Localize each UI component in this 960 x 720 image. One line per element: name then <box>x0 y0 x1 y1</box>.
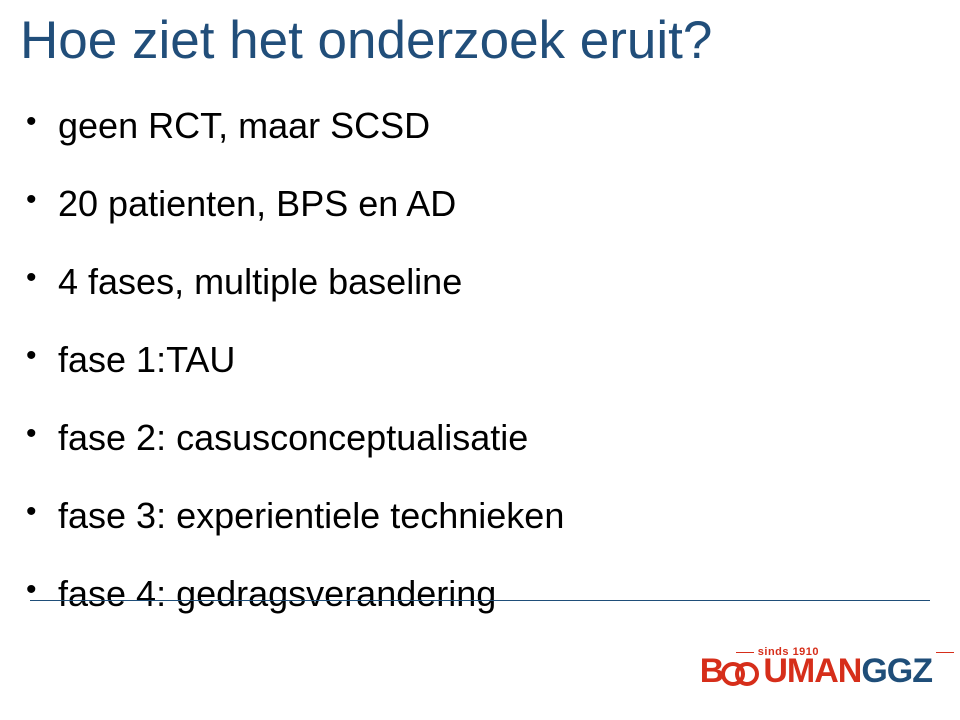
logo-rings-icon <box>721 656 765 690</box>
bullet-item: fase 2: casusconceptualisatie <box>20 417 564 459</box>
bullet-item: 4 fases, multiple baseline <box>20 261 564 303</box>
bullet-item: 20 patienten, BPS en AD <box>20 183 564 225</box>
brand-logo: sinds 1910 BUMANGGZ <box>700 646 932 690</box>
bullet-list: geen RCT, maar SCSD 20 patienten, BPS en… <box>20 105 564 651</box>
bullet-item: geen RCT, maar SCSD <box>20 105 564 147</box>
slide: Hoe ziet het onderzoek eruit? geen RCT, … <box>0 0 960 720</box>
bullet-item: fase 4: gedragsverandering <box>20 573 564 615</box>
divider-line <box>30 600 930 601</box>
logo-wordmark: BUMANGGZ <box>700 654 932 690</box>
logo-letter-b: B <box>700 652 724 690</box>
bullet-item: fase 3: experientiele technieken <box>20 495 564 537</box>
slide-title: Hoe ziet het onderzoek eruit? <box>20 10 712 71</box>
bullet-item: fase 1:TAU <box>20 339 564 381</box>
logo-tagline: sinds 1910 <box>758 646 932 658</box>
